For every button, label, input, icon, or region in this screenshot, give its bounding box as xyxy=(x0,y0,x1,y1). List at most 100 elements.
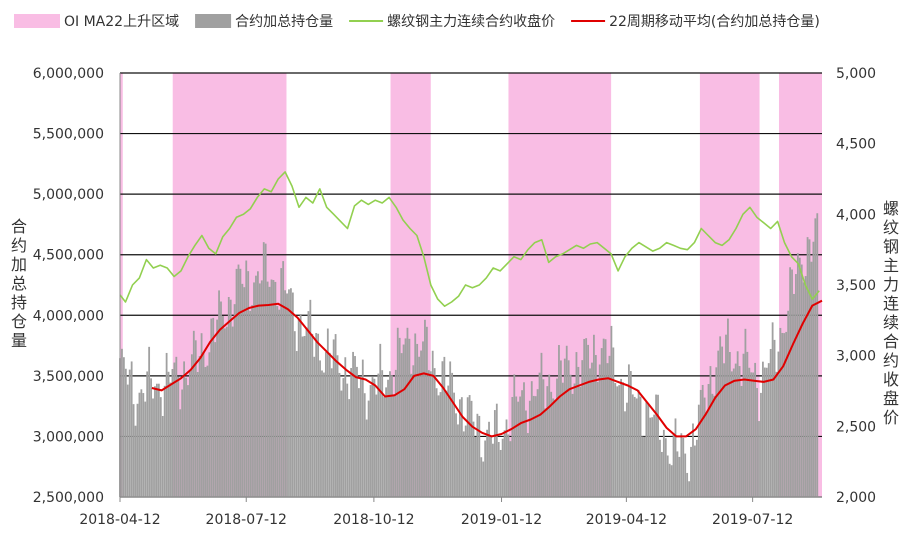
open-interest-bar xyxy=(459,399,461,497)
axis-title-char: 续 xyxy=(883,313,899,332)
open-interest-bar xyxy=(727,318,729,497)
open-interest-bar xyxy=(278,309,281,497)
open-interest-bar xyxy=(381,370,384,497)
y-right-tick-label: 2,000 xyxy=(836,490,876,506)
open-interest-bar xyxy=(482,461,485,497)
open-interest-bar xyxy=(532,395,535,497)
open-interest-bar xyxy=(754,362,757,497)
open-interest-bar xyxy=(796,253,799,497)
open-interest-bar xyxy=(128,369,131,497)
open-interest-bar xyxy=(159,397,162,497)
open-interest-bar xyxy=(721,346,724,497)
open-interest-bar xyxy=(715,367,718,497)
open-interest-bar xyxy=(620,378,623,497)
open-interest-bar xyxy=(517,401,520,497)
open-interest-bar xyxy=(626,402,628,497)
open-interest-bar xyxy=(344,357,347,497)
open-interest-bar xyxy=(528,400,531,497)
open-interest-bar xyxy=(323,372,325,497)
open-interest-bar xyxy=(798,257,801,497)
open-interest-bar xyxy=(474,436,477,497)
open-interest-bar xyxy=(367,400,370,497)
open-interest-bar xyxy=(476,413,479,497)
open-interest-bar xyxy=(142,393,145,497)
open-interest-bar xyxy=(392,395,395,497)
open-interest-bar xyxy=(194,340,197,497)
open-interest-bar xyxy=(268,286,271,497)
open-interest-bar xyxy=(363,393,366,497)
open-interest-bar xyxy=(649,417,652,497)
open-interest-bar xyxy=(548,374,551,497)
axis-title-char: 纹 xyxy=(883,218,899,237)
open-interest-bar xyxy=(138,392,141,497)
open-interest-bar xyxy=(598,364,601,497)
open-interest-bar xyxy=(758,421,760,497)
open-interest-bar xyxy=(748,367,751,497)
axis-title-char: 钢 xyxy=(883,237,899,256)
open-interest-bar xyxy=(422,341,424,497)
open-interest-bar xyxy=(583,338,586,497)
open-interest-bar xyxy=(600,348,603,497)
axis-title-char: 持 xyxy=(11,293,27,312)
open-interest-bar xyxy=(144,401,147,497)
open-interest-bar xyxy=(486,429,488,497)
open-interest-bar xyxy=(235,268,238,497)
open-interest-bar xyxy=(672,433,675,497)
open-interest-bar xyxy=(146,371,149,497)
open-interest-bar xyxy=(262,242,265,497)
open-interest-bar xyxy=(814,218,817,497)
legend-item: 螺纹钢主力连续合约收盘价 xyxy=(349,13,555,30)
open-interest-bar xyxy=(340,390,343,497)
open-interest-bar xyxy=(573,383,576,497)
open-interest-bar xyxy=(187,385,189,497)
axes: 2,500,000 3,000,000 3,500,000 4,000,000 4,50… xyxy=(11,66,899,528)
x-tick-label: 2018-04-12 xyxy=(79,512,160,528)
open-interest-bar xyxy=(274,281,277,497)
open-interest-bar xyxy=(688,481,690,497)
open-interest-bar xyxy=(342,378,345,497)
open-interest-bar xyxy=(624,411,626,497)
open-interest-bar xyxy=(243,287,246,497)
open-interest-bar xyxy=(361,359,364,497)
open-interest-bar xyxy=(332,339,335,497)
y-left-tick-label: 5,500,000 xyxy=(33,127,104,143)
open-interest-bar xyxy=(218,290,220,497)
open-interest-bar xyxy=(225,326,228,497)
legend-label: OI MA22上升区域 xyxy=(64,14,179,30)
open-interest-bar xyxy=(538,372,541,497)
open-interest-bar xyxy=(427,370,430,497)
open-interest-bar xyxy=(499,449,502,497)
open-interest-bar xyxy=(402,344,405,497)
open-interest-bar xyxy=(134,425,137,497)
open-interest-bar xyxy=(171,369,174,497)
open-interest-bar xyxy=(674,418,677,497)
open-interest-bar xyxy=(286,293,288,497)
axis-title-char: 合 xyxy=(883,332,899,351)
open-interest-bar xyxy=(420,350,422,497)
open-interest-bar xyxy=(348,399,351,497)
open-interest-bar xyxy=(530,381,533,497)
open-interest-bar xyxy=(791,269,793,497)
open-interest-bar xyxy=(169,382,172,497)
open-interest-bar xyxy=(767,363,770,497)
open-interest-bar xyxy=(132,404,135,497)
open-interest-bar xyxy=(509,441,512,497)
open-interest-bar xyxy=(251,305,253,497)
open-interest-bar xyxy=(787,310,790,497)
open-interest-bar xyxy=(161,415,164,497)
open-interest-bar xyxy=(165,352,168,497)
open-interest-bar xyxy=(771,322,774,497)
open-interest-bar xyxy=(695,439,698,497)
series-lines xyxy=(119,171,823,438)
open-interest-bar xyxy=(635,398,638,497)
open-interest-bar xyxy=(311,333,314,497)
open-interest-bar xyxy=(633,396,636,497)
open-interest-bar xyxy=(744,328,747,497)
y-left-tick-label: 3,500,000 xyxy=(33,369,104,385)
open-interest-bar xyxy=(410,373,413,497)
open-interest-bar xyxy=(629,371,632,497)
open-interest-bar xyxy=(627,364,630,497)
open-interest-bar xyxy=(699,389,702,497)
open-interest-bar xyxy=(668,463,671,497)
open-interest-bar xyxy=(152,398,154,497)
